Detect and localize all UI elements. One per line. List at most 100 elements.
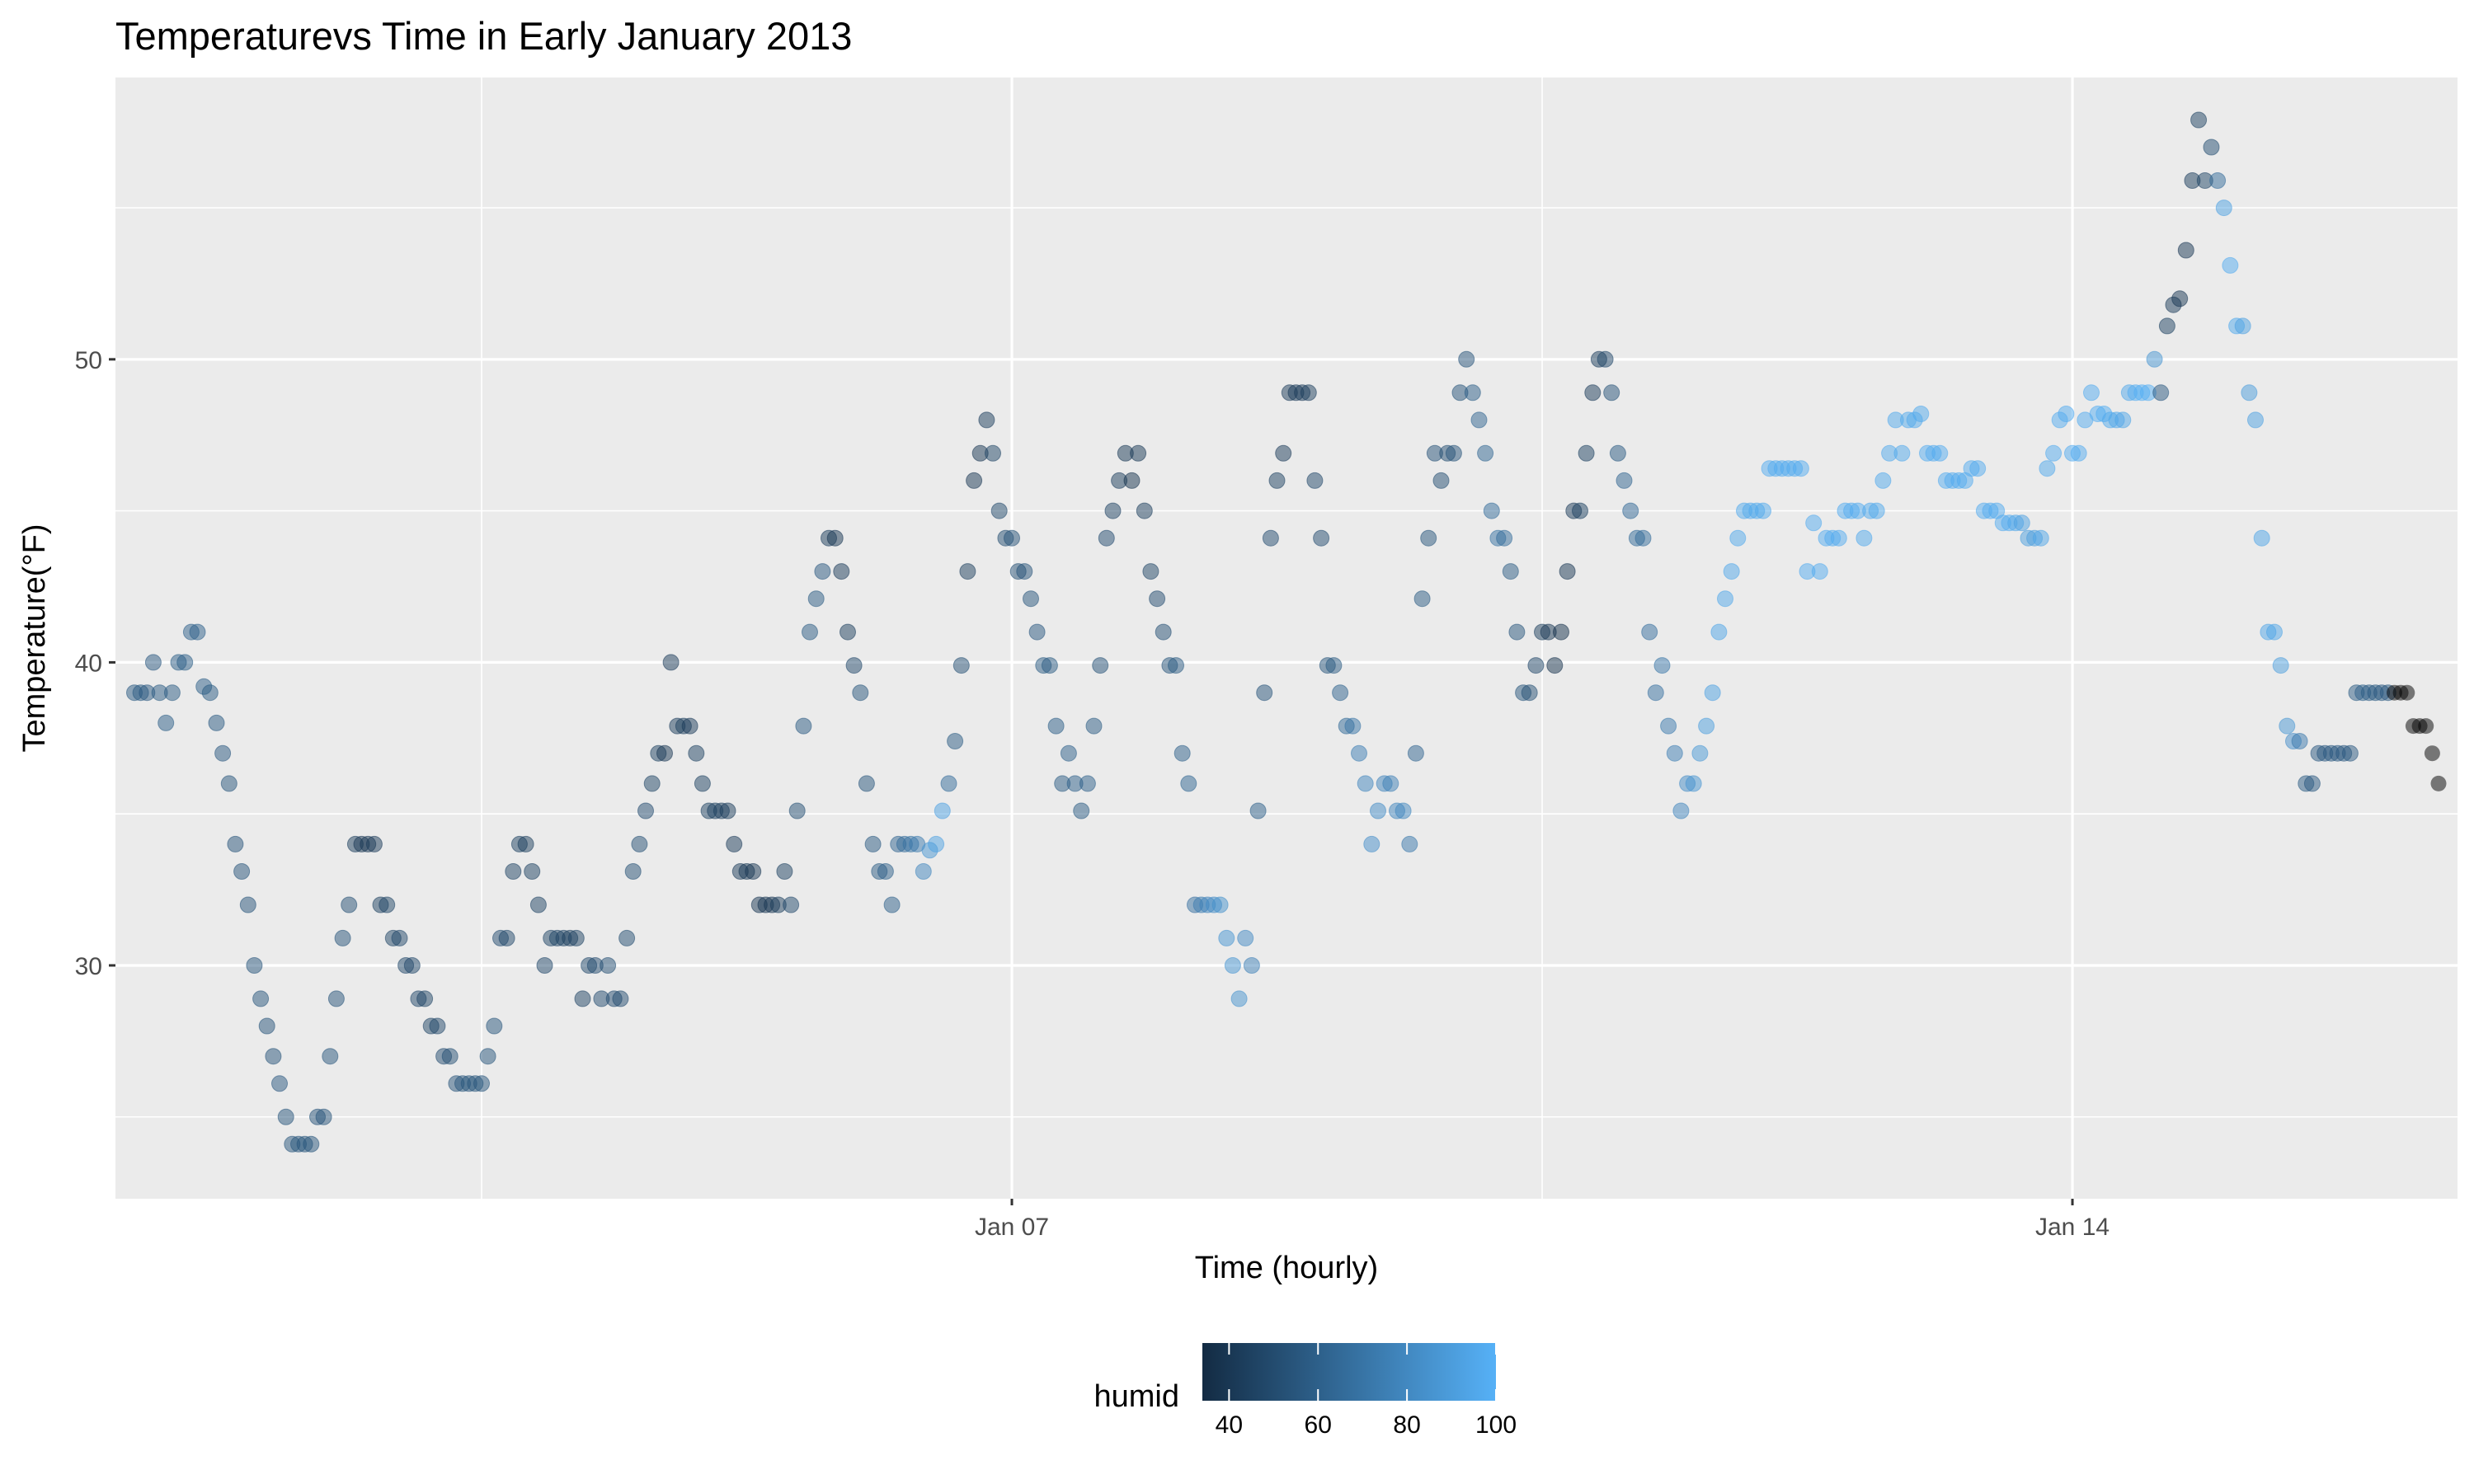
data-point [795, 717, 812, 735]
data-point [1464, 384, 1481, 402]
data-point [858, 775, 875, 792]
data-point [158, 714, 175, 731]
data-point [2152, 384, 2170, 402]
data-point [1445, 444, 1462, 462]
data-point [391, 929, 408, 946]
data-point [966, 472, 983, 489]
data-point [574, 990, 591, 1007]
data-point [1559, 563, 1576, 580]
data-point [479, 1048, 496, 1065]
data-point [2146, 350, 2163, 368]
data-point [1868, 502, 1885, 519]
data-point [694, 775, 711, 792]
x-tick-label: Jan 14 [2035, 1214, 2109, 1241]
data-point [1578, 444, 1595, 462]
data-point [1092, 657, 1109, 674]
data-point [1351, 744, 1367, 762]
data-point [783, 896, 800, 913]
data-point [1672, 802, 1690, 819]
data-point [1123, 472, 1141, 489]
data-point [852, 684, 869, 702]
gridlines [115, 77, 2458, 1199]
data-point [845, 657, 863, 674]
data-point [1211, 896, 1229, 913]
data-point [1893, 444, 1911, 462]
data-point [2247, 411, 2264, 429]
data-point [2279, 717, 2296, 735]
data-point [1142, 563, 1159, 580]
data-point [1647, 684, 1664, 702]
x-tick-label: Jan 07 [975, 1214, 1049, 1241]
data-point [163, 684, 181, 702]
data-point [1704, 684, 1721, 702]
data-point [1300, 384, 1317, 402]
data-point [1004, 529, 1020, 547]
data-point [144, 654, 162, 671]
data-point [2266, 623, 2283, 641]
data-point [327, 990, 345, 1007]
data-point [1401, 835, 1418, 852]
data-point [814, 563, 831, 580]
data-point [379, 896, 396, 913]
data-point [403, 957, 421, 974]
data-point [1496, 529, 1513, 547]
data-point [1407, 744, 1424, 762]
data-point [1028, 623, 1046, 641]
data-point [1168, 657, 1184, 674]
data-point [807, 590, 825, 608]
data-point [1395, 802, 1412, 819]
data-point [940, 775, 957, 792]
data-point [1218, 929, 1235, 946]
data-point [1502, 563, 1519, 580]
data-point [1616, 472, 1633, 489]
data-point [2241, 384, 2258, 402]
data-point [1016, 563, 1033, 580]
data-point [322, 1048, 339, 1065]
data-point [643, 775, 661, 792]
colorbar-tick-label: 100 [1475, 1411, 1517, 1439]
data-point [567, 929, 585, 946]
data-point [1344, 717, 1362, 735]
data-point [2190, 111, 2208, 129]
data-point [802, 623, 818, 641]
data-point [246, 957, 263, 974]
data-point [1710, 623, 1728, 641]
data-point [524, 863, 541, 880]
data-point [1698, 717, 1715, 735]
data-point [1306, 472, 1324, 489]
data-point [1370, 802, 1386, 819]
data-point [1811, 563, 1828, 580]
data-point [1477, 444, 1494, 462]
data-point [915, 863, 932, 880]
data-point [826, 529, 844, 547]
data-point [1830, 529, 1847, 547]
data-point [637, 802, 654, 819]
data-point [2070, 444, 2087, 462]
data-point [1660, 717, 1677, 735]
data-point [1597, 350, 1614, 368]
data-point [2209, 172, 2227, 189]
data-point [176, 654, 194, 671]
data-point [1023, 590, 1039, 608]
data-point [1572, 502, 1588, 519]
data-point [1931, 444, 1949, 462]
data-point [429, 1017, 446, 1035]
data-point [341, 896, 358, 913]
x-axis-title: Time (hourly) [1195, 1251, 1378, 1285]
data-point [1508, 623, 1526, 641]
data-point [1249, 802, 1267, 819]
data-point [1584, 384, 1602, 402]
data-point [2039, 460, 2056, 477]
data-point [220, 775, 238, 792]
data-point [252, 990, 270, 1007]
data-point [952, 657, 970, 674]
data-point [1874, 472, 1892, 489]
data-point [1149, 590, 1166, 608]
data-point [473, 1075, 490, 1092]
data-point [2114, 411, 2132, 429]
data-point [1483, 502, 1500, 519]
data-point [934, 802, 951, 819]
data-point [2045, 444, 2062, 462]
data-point [2291, 733, 2308, 749]
data-point [1073, 802, 1090, 819]
